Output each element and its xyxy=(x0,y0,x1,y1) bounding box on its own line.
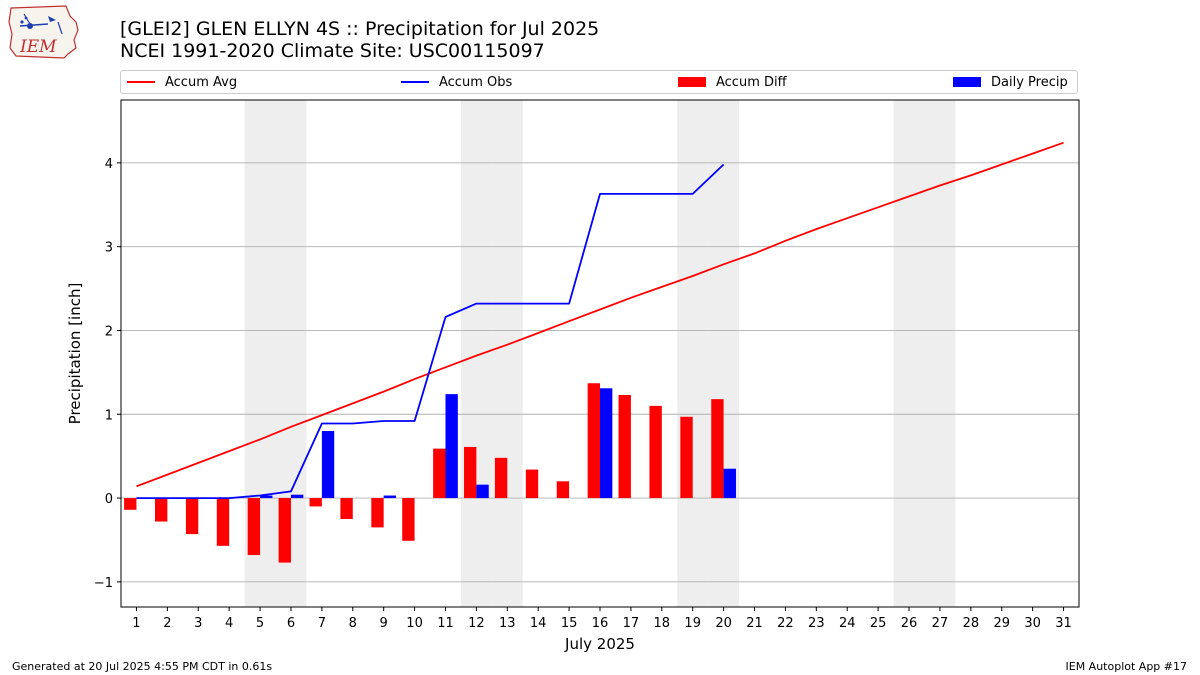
daily-precip-bar xyxy=(383,495,397,499)
chart-subtitle: NCEI 1991-2020 Climate Site: USC00115097 xyxy=(120,40,545,62)
x-tick-label: 30 xyxy=(1024,616,1041,631)
accum-diff-bar xyxy=(340,498,353,520)
legend: Accum Avg Accum Obs Accum Diff Daily Pre… xyxy=(120,70,1078,94)
daily-precip-bar xyxy=(290,494,304,499)
x-tick-label: 15 xyxy=(561,616,578,631)
x-tick-label: 2 xyxy=(163,616,171,631)
weekend-shade xyxy=(491,100,523,607)
x-tick-label: 27 xyxy=(932,616,949,631)
x-tick-label: 5 xyxy=(256,616,264,631)
x-tick-label: 10 xyxy=(406,616,423,631)
weekend-shade xyxy=(893,100,925,607)
y-tick-label: 1 xyxy=(105,408,113,423)
x-tick-label: 16 xyxy=(592,616,609,631)
chart-title: [GLEI2] GLEN ELLYN 4S :: Precipitation f… xyxy=(120,18,600,40)
accum-diff-bar xyxy=(216,498,230,546)
y-axis-label: Precipitation [inch] xyxy=(66,283,84,425)
accum-diff-bar xyxy=(278,498,291,563)
x-tick-label: 4 xyxy=(225,616,233,631)
x-axis-label: July 2025 xyxy=(564,635,635,653)
y-tick-label: −1 xyxy=(94,576,113,591)
y-tick-label: 4 xyxy=(105,157,113,172)
accum-diff-bar xyxy=(402,498,415,541)
accum-diff-bar xyxy=(711,399,724,499)
x-tick-label: 23 xyxy=(808,616,825,631)
accum-diff-bar xyxy=(494,457,508,499)
weekend-shade xyxy=(460,100,492,607)
x-tick-label: 26 xyxy=(901,616,918,631)
accum-diff-bar xyxy=(525,469,539,499)
x-tick-label: 19 xyxy=(684,616,701,631)
generated-timestamp: Generated at 20 Jul 2025 4:55 PM CDT in … xyxy=(12,660,273,673)
x-tick-label: 6 xyxy=(287,616,295,631)
accum-diff-bar xyxy=(124,498,137,510)
x-tick-label: 11 xyxy=(437,616,454,631)
app-credit: IEM Autoplot App #17 xyxy=(1065,660,1188,673)
x-tick-label: 29 xyxy=(993,616,1010,631)
accum-diff-bar xyxy=(618,394,631,499)
red-bar-swatch xyxy=(678,77,706,87)
accum-diff-bar xyxy=(433,448,446,499)
daily-precip-bar xyxy=(321,431,335,499)
daily-precip-bar xyxy=(723,468,736,499)
y-tick-label: 3 xyxy=(105,241,113,256)
legend-label: Daily Precip xyxy=(991,74,1068,90)
x-tick-label: 13 xyxy=(499,616,516,631)
y-tick-label: 2 xyxy=(105,324,113,339)
legend-item-accum-diff: Accum Diff xyxy=(678,71,787,93)
accum-diff-bar xyxy=(247,498,261,556)
x-tick-label: 21 xyxy=(746,616,763,631)
accum-avg-line xyxy=(136,141,1064,488)
x-tick-label: 31 xyxy=(1055,616,1072,631)
x-tick-label: 1 xyxy=(132,616,140,631)
iem-logo: IEM xyxy=(8,5,79,59)
legend-item-accum-avg: Accum Avg xyxy=(127,71,237,93)
red-line-swatch xyxy=(127,81,155,83)
accum-diff-bar xyxy=(371,498,384,528)
x-tick-label: 12 xyxy=(468,616,485,631)
blue-line-swatch xyxy=(401,81,429,83)
daily-precip-bar xyxy=(476,484,489,499)
x-tick-label: 20 xyxy=(715,616,732,631)
x-tick-label: 22 xyxy=(777,616,794,631)
x-tick-label: 24 xyxy=(839,616,856,631)
accum-diff-bar xyxy=(154,498,168,522)
x-tick-label: 28 xyxy=(963,616,980,631)
x-tick-label: 9 xyxy=(380,616,388,631)
accum-diff-bar xyxy=(464,446,477,499)
accum-diff-bar xyxy=(680,416,693,499)
x-tick-label: 3 xyxy=(194,616,202,631)
accum-diff-bar xyxy=(556,481,570,499)
accum-diff-bar xyxy=(185,498,199,535)
legend-label: Accum Obs xyxy=(439,74,513,90)
logo-text: IEM xyxy=(19,37,57,57)
x-tick-label: 8 xyxy=(349,616,357,631)
weekend-shade xyxy=(677,100,709,607)
accum-diff-bar xyxy=(587,383,600,499)
accum-diff-bar xyxy=(649,405,662,499)
daily-precip-bar xyxy=(600,388,613,499)
blue-bar-swatch xyxy=(953,77,981,87)
daily-precip-bar xyxy=(445,394,458,499)
x-tick-label: 7 xyxy=(318,616,326,631)
x-tick-label: 14 xyxy=(530,616,547,631)
y-tick-label: 0 xyxy=(105,492,113,507)
accum-obs-line xyxy=(136,163,725,500)
weather-station-icon xyxy=(19,13,63,35)
legend-item-accum-obs: Accum Obs xyxy=(401,71,512,93)
legend-label: Accum Avg xyxy=(165,74,238,90)
daily-precip-bar xyxy=(260,495,273,499)
accum-diff-bar xyxy=(309,498,322,507)
weekend-shade xyxy=(708,100,740,607)
weekend-shade xyxy=(924,100,956,607)
x-tick-label: 25 xyxy=(870,616,887,631)
legend-item-daily-precip: Daily Precip xyxy=(953,71,1068,93)
x-tick-label: 18 xyxy=(654,616,671,631)
x-tick-label: 17 xyxy=(623,616,640,631)
legend-label: Accum Diff xyxy=(716,74,787,90)
